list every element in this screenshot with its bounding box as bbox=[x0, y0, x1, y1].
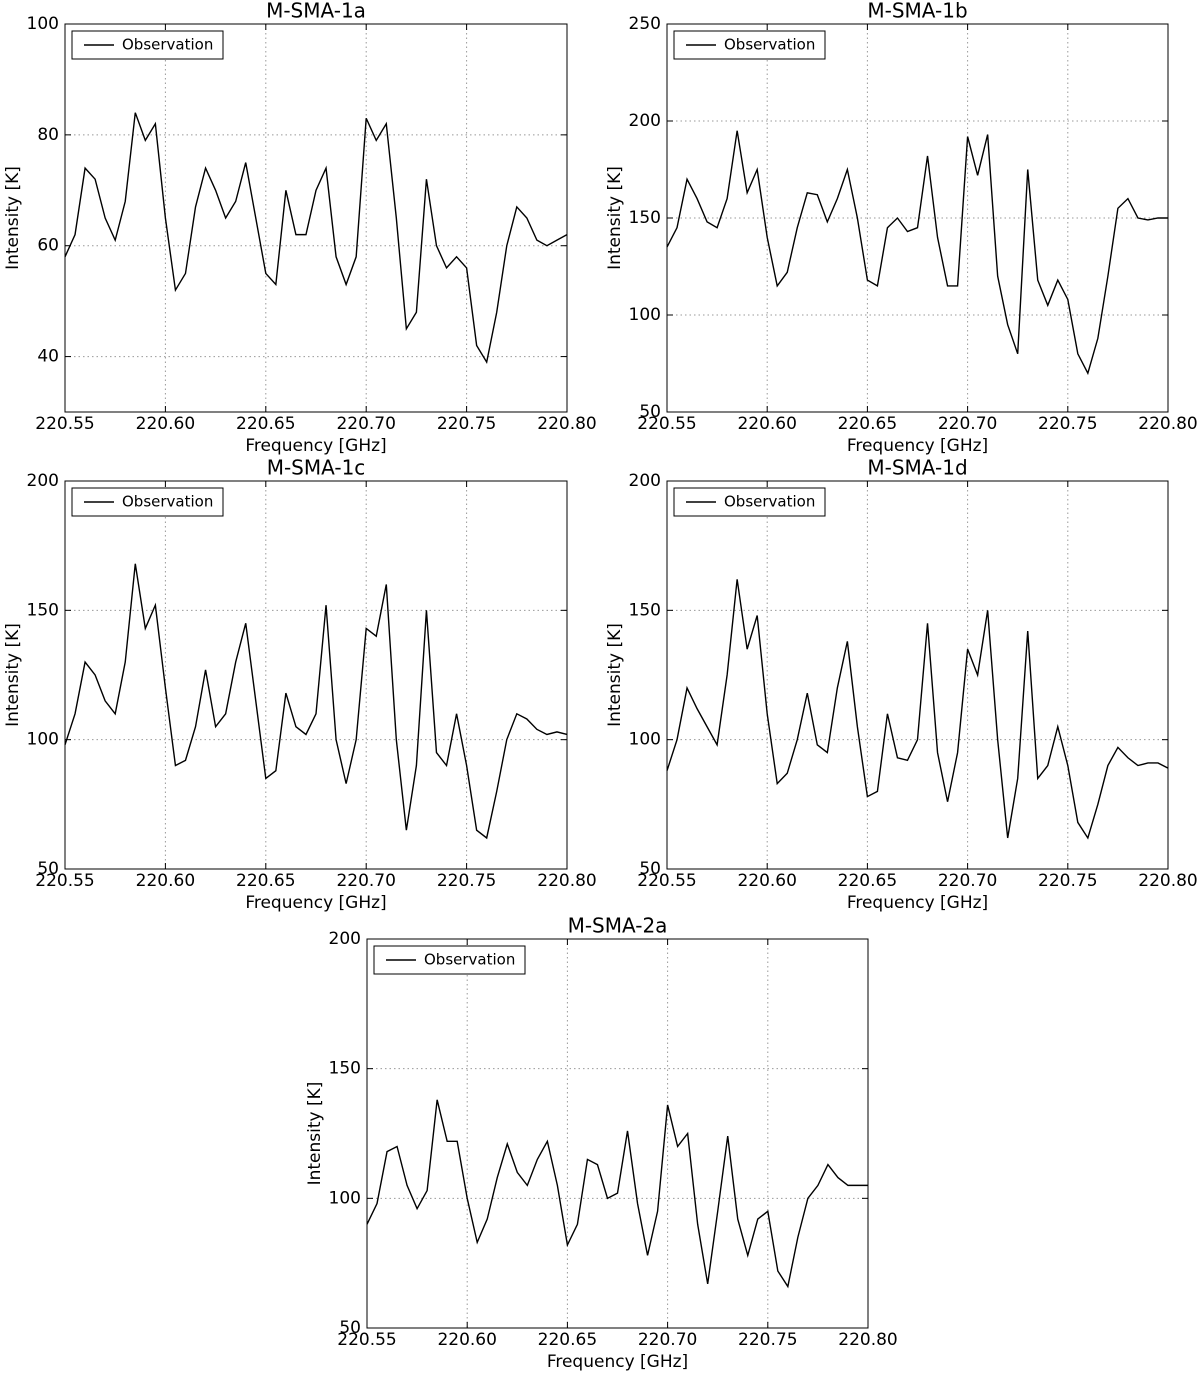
y-tick-label: 100 bbox=[329, 1188, 361, 1208]
y-axis-label: Intensity [K] bbox=[605, 166, 625, 270]
chart-title: M-SMA-1d bbox=[867, 456, 967, 480]
plot-frame bbox=[366, 938, 869, 1329]
x-tick-label: 220.65 bbox=[838, 871, 897, 891]
x-axis-label: Frequency [GHz] bbox=[847, 893, 988, 913]
y-tick-label: 100 bbox=[629, 305, 661, 325]
x-tick-label: 220.55 bbox=[35, 871, 94, 891]
x-tick-label: 220.70 bbox=[336, 871, 395, 891]
y-tick-label: 50 bbox=[639, 859, 661, 879]
x-tick-label: 220.60 bbox=[437, 1330, 496, 1350]
y-tick-label: 150 bbox=[329, 1059, 361, 1079]
legend-label: Observation bbox=[724, 36, 815, 54]
legend-label: Observation bbox=[724, 493, 815, 511]
y-tick-label: 100 bbox=[27, 730, 59, 750]
x-tick-label: 220.65 bbox=[838, 414, 897, 434]
x-tick-label: 220.60 bbox=[737, 871, 796, 891]
y-axis-label: Intensity [K] bbox=[605, 623, 625, 727]
x-tick-label: 220.55 bbox=[35, 414, 94, 434]
x-axis-label: Frequency [GHz] bbox=[245, 436, 386, 456]
x-tick-label: 220.70 bbox=[938, 871, 997, 891]
x-axis-label: Frequency [GHz] bbox=[245, 893, 386, 913]
plot-frame bbox=[64, 23, 568, 413]
x-tick-label: 220.70 bbox=[638, 1330, 697, 1350]
x-tick-label: 220.75 bbox=[437, 414, 496, 434]
y-tick-label: 200 bbox=[629, 111, 661, 131]
plot-frame bbox=[666, 23, 1169, 413]
x-tick-label: 220.65 bbox=[538, 1330, 597, 1350]
chart-title: M-SMA-1b bbox=[867, 0, 967, 23]
y-tick-label: 50 bbox=[339, 1318, 361, 1338]
y-axis-label: Intensity [K] bbox=[305, 1082, 325, 1186]
y-tick-label: 100 bbox=[629, 730, 661, 750]
x-tick-label: 220.65 bbox=[236, 871, 295, 891]
y-tick-label: 150 bbox=[629, 600, 661, 620]
x-tick-label: 220.55 bbox=[637, 414, 696, 434]
y-tick-label: 200 bbox=[329, 929, 361, 949]
x-axis-label: Frequency [GHz] bbox=[547, 1352, 688, 1372]
x-tick-label: 220.80 bbox=[1138, 871, 1197, 891]
y-tick-label: 250 bbox=[629, 14, 661, 34]
legend-label: Observation bbox=[122, 493, 213, 511]
x-tick-label: 220.80 bbox=[537, 871, 596, 891]
data-line bbox=[366, 1099, 868, 1289]
x-tick-label: 220.75 bbox=[437, 871, 496, 891]
legend-label: Observation bbox=[122, 36, 213, 54]
x-tick-label: 220.75 bbox=[1038, 871, 1097, 891]
y-axis-label: Intensity [K] bbox=[3, 166, 23, 270]
x-tick-label: 220.55 bbox=[637, 871, 696, 891]
x-tick-label: 220.60 bbox=[136, 871, 195, 891]
y-axis-label: Intensity [K] bbox=[3, 623, 23, 727]
chart-title: M-SMA-1c bbox=[267, 456, 366, 480]
data-line bbox=[64, 563, 568, 840]
data-line bbox=[666, 579, 1169, 840]
x-tick-label: 220.80 bbox=[1138, 414, 1197, 434]
y-tick-label: 200 bbox=[27, 471, 59, 491]
y-tick-label: 200 bbox=[629, 471, 661, 491]
y-tick-label: 80 bbox=[37, 125, 59, 145]
y-tick-label: 150 bbox=[629, 208, 661, 228]
x-tick-label: 220.70 bbox=[336, 414, 395, 434]
data-line bbox=[64, 112, 568, 365]
plot-frame bbox=[666, 480, 1169, 870]
x-tick-label: 220.55 bbox=[337, 1330, 396, 1350]
x-tick-label: 220.80 bbox=[537, 414, 596, 434]
y-tick-label: 50 bbox=[37, 859, 59, 879]
chart-title: M-SMA-1a bbox=[266, 0, 366, 23]
y-tick-label: 60 bbox=[37, 236, 59, 256]
y-tick-label: 100 bbox=[27, 14, 59, 34]
y-tick-label: 40 bbox=[37, 347, 59, 367]
y-tick-label: 50 bbox=[639, 402, 661, 422]
x-tick-label: 220.75 bbox=[1038, 414, 1097, 434]
x-tick-label: 220.60 bbox=[136, 414, 195, 434]
x-axis-label: Frequency [GHz] bbox=[847, 436, 988, 456]
x-tick-label: 220.80 bbox=[838, 1330, 897, 1350]
legend-label: Observation bbox=[424, 951, 515, 969]
x-tick-label: 220.70 bbox=[938, 414, 997, 434]
data-line bbox=[666, 130, 1168, 376]
plot-frame bbox=[64, 480, 568, 870]
x-tick-label: 220.60 bbox=[737, 414, 796, 434]
x-tick-label: 220.65 bbox=[236, 414, 295, 434]
y-tick-label: 150 bbox=[27, 600, 59, 620]
chart-title: M-SMA-2a bbox=[568, 914, 668, 938]
x-tick-label: 220.75 bbox=[738, 1330, 797, 1350]
